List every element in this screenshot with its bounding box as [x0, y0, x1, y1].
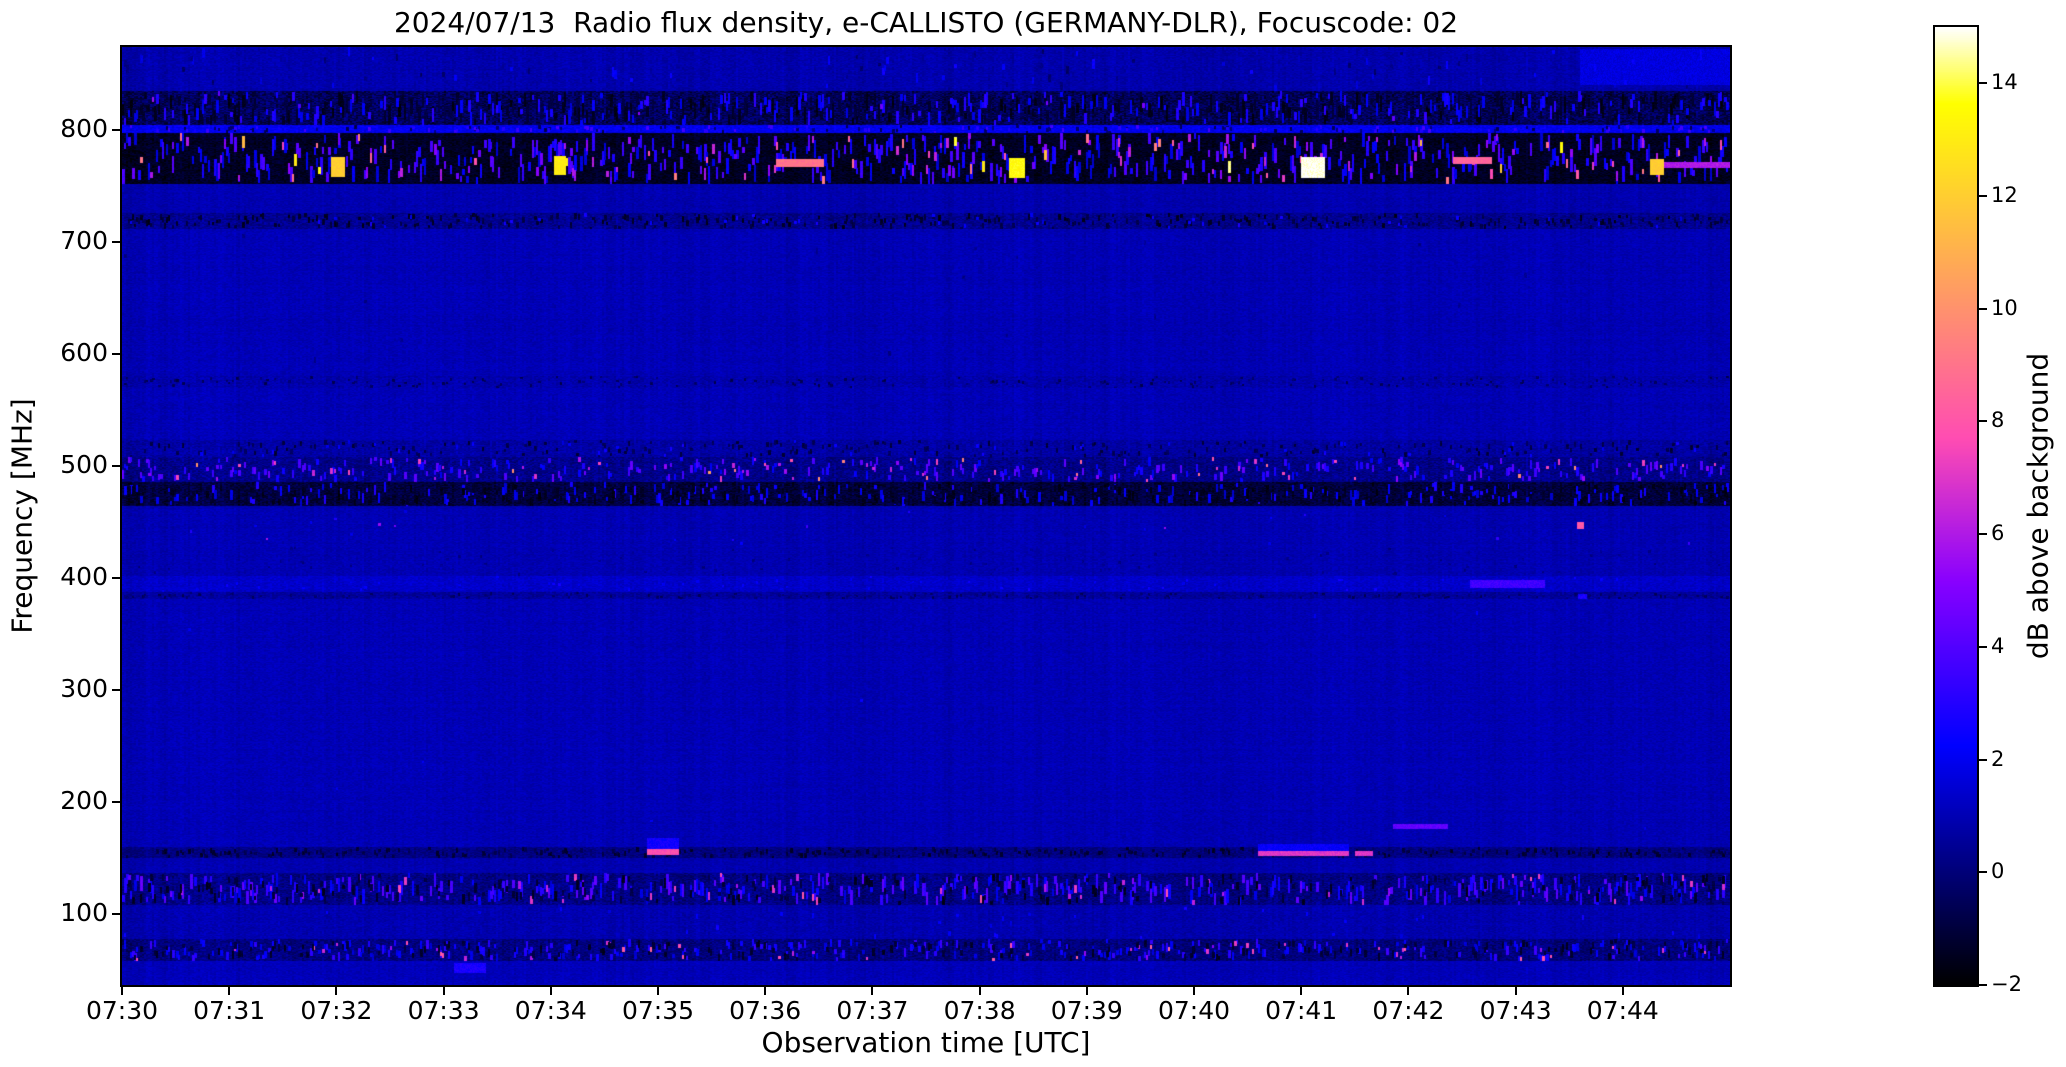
y-tick-mark — [112, 465, 120, 468]
colorbar-tick-mark — [1979, 871, 1987, 874]
y-tick-label: 100 — [60, 898, 108, 928]
y-tick-label: 600 — [60, 338, 108, 368]
x-tick-mark — [121, 987, 123, 995]
x-tick-label: 07:31 — [193, 996, 266, 1025]
y-tick-mark — [112, 913, 120, 916]
colorbar-canvas — [1935, 27, 1977, 985]
page-title: 2024/07/13 Radio flux density, e-CALLIST… — [393, 6, 1459, 39]
colorbar-tick-mark — [1979, 420, 1987, 423]
x-axis-label: Observation time [UTC] — [761, 1026, 1091, 1059]
colorbar-tick-label: 0 — [1991, 859, 2005, 884]
colorbar-tick-label: 6 — [1991, 521, 2005, 546]
x-tick-label: 07:33 — [407, 996, 480, 1025]
x-tick-label: 07:38 — [943, 996, 1016, 1025]
x-tick-mark — [1514, 987, 1517, 995]
y-tick-label: 500 — [60, 450, 108, 480]
x-tick-label: 07:42 — [1372, 996, 1445, 1025]
y-tick-mark — [112, 353, 120, 356]
y-tick-label: 700 — [60, 225, 108, 255]
x-tick-label: 07:36 — [729, 996, 802, 1025]
colorbar-tick-label: 12 — [1991, 183, 2018, 208]
colorbar-tick-mark — [1979, 533, 1987, 536]
x-tick-label: 07:40 — [1157, 996, 1231, 1025]
y-tick-mark — [112, 128, 120, 131]
colorbar-tick-label: 14 — [1991, 70, 2018, 95]
y-axis-label: Frequency [MHz] — [5, 398, 39, 634]
colorbar-tick-mark — [1979, 758, 1987, 761]
colorbar-tick-label: −2 — [1991, 972, 2022, 996]
x-tick-label: 07:34 — [514, 996, 587, 1025]
x-tick-mark — [335, 987, 338, 995]
x-tick-label: 07:39 — [1050, 996, 1123, 1025]
colorbar-tick-mark — [1979, 195, 1987, 198]
x-tick-mark — [228, 987, 231, 995]
colorbar-tick-label: 8 — [1991, 408, 2005, 433]
x-tick-mark — [1407, 987, 1410, 995]
x-tick-mark — [549, 987, 552, 995]
x-tick-mark — [1193, 987, 1195, 995]
x-tick-mark — [764, 987, 767, 995]
x-tick-label: 07:37 — [836, 996, 909, 1025]
colorbar-tick-label: 10 — [1991, 295, 2018, 320]
x-tick-mark — [871, 987, 874, 995]
y-tick-label: 800 — [60, 113, 108, 143]
colorbar-label: dB above background — [2021, 352, 2055, 660]
colorbar-tick-label: 4 — [1991, 633, 2005, 658]
x-tick-mark — [442, 987, 445, 995]
y-tick-mark — [112, 801, 120, 804]
colorbar-tick-mark — [1979, 645, 1987, 648]
colorbar-tick-mark — [1979, 984, 1987, 986]
y-tick-label: 400 — [60, 562, 108, 592]
x-tick-mark — [657, 987, 659, 995]
x-tick-label: 07:35 — [621, 996, 695, 1025]
x-tick-label: 07:32 — [300, 996, 373, 1025]
x-tick-mark — [978, 987, 981, 995]
x-tick-mark — [1085, 987, 1088, 995]
x-tick-label: 07:30 — [85, 996, 159, 1025]
x-tick-mark — [1300, 987, 1303, 995]
x-tick-mark — [1621, 987, 1624, 995]
y-tick-mark — [112, 577, 120, 580]
spectrogram-canvas — [122, 47, 1730, 985]
y-tick-mark — [112, 240, 120, 243]
x-tick-label: 07:43 — [1479, 996, 1552, 1025]
colorbar-tick-mark — [1979, 82, 1987, 85]
x-tick-label: 07:41 — [1265, 996, 1338, 1025]
colorbar-tick-label: 2 — [1991, 746, 2005, 771]
y-tick-mark — [112, 689, 120, 692]
y-tick-label: 300 — [60, 674, 108, 704]
x-tick-label: 07:44 — [1586, 996, 1659, 1025]
y-tick-label: 200 — [60, 786, 108, 816]
colorbar-tick-mark — [1979, 307, 1987, 310]
